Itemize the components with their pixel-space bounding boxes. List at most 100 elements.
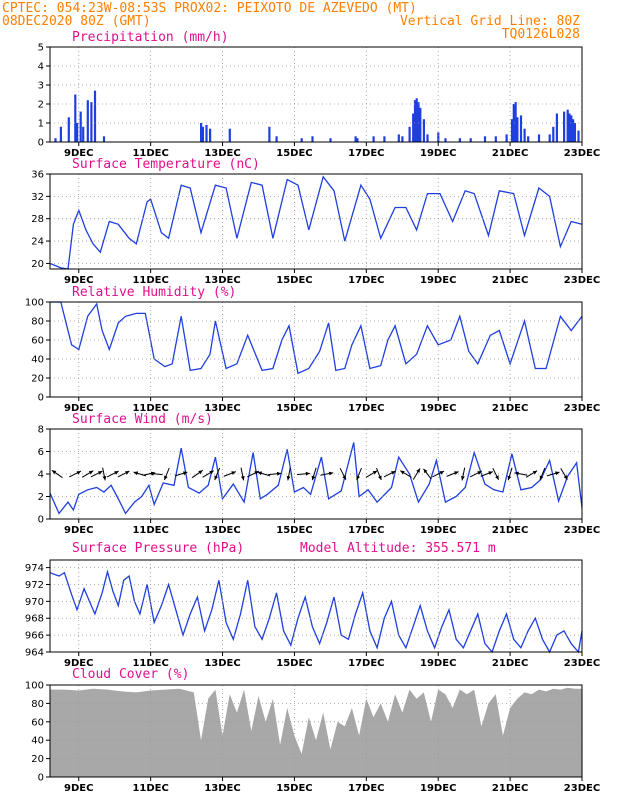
temp-series-line [49, 175, 583, 270]
precip-bar [573, 123, 576, 142]
header-location: CPTEC: 054:23W-08:53S PROX02: PEIXOTO DE… [2, 1, 417, 16]
y-tick-label: 20 [31, 374, 44, 385]
wind-title: Surface Wind (m/s) [72, 412, 213, 427]
wind-arrow [69, 470, 82, 478]
y-tick-label: 24 [31, 237, 44, 248]
x-tick-label: 9DEC [64, 783, 93, 794]
humidity-title: Relative Humidity (%) [72, 285, 236, 300]
precip-bar [356, 138, 359, 142]
wind-arrow [286, 467, 291, 481]
y-tick-label: 1 [38, 119, 44, 130]
y-tick-label: 0 [38, 515, 44, 526]
wind-arrow [174, 471, 188, 477]
wind-arrow [432, 470, 445, 478]
precip-bar [401, 136, 404, 142]
precip-bar [552, 126, 555, 142]
y-tick-label: 32 [31, 192, 44, 203]
wind-arrow [81, 470, 94, 478]
y-tick-label: 40 [31, 355, 44, 366]
precip-title: Precipitation (mm/h) [72, 30, 229, 45]
wind-arrow [202, 470, 214, 478]
y-tick-label: 60 [31, 336, 44, 347]
precip-bar [383, 136, 386, 142]
temp-panel: 20 24 28 32 36 9DEC 11DEC 13DEC 15DEC 17DEC 19DEC 2… [31, 170, 600, 287]
x-tick-label: 23DEC [564, 658, 600, 669]
precip-bar [90, 102, 93, 142]
precip-bar [412, 113, 415, 142]
model-altitude-annotation: Model Altitude: 355.571 m [300, 541, 496, 556]
precip-bar [59, 126, 62, 142]
wind-arrow [90, 470, 103, 478]
x-tick-label: 11DEC [132, 403, 168, 414]
wind-arrow [102, 467, 107, 481]
precip-bar [275, 136, 278, 142]
temp-frame [49, 173, 583, 270]
wind-arrow [149, 471, 163, 476]
precip-bar [483, 136, 487, 142]
y-tick-label: 4 [38, 470, 44, 481]
y-tick-label: 100 [25, 298, 44, 309]
x-tick-label: 15DEC [276, 658, 312, 669]
wind-arrow [412, 468, 421, 480]
x-tick-label: 23DEC [564, 275, 600, 286]
wind-arrow [117, 470, 130, 478]
pressure-frame [49, 559, 583, 653]
precip-bar [79, 111, 82, 142]
precip-bar [311, 136, 314, 142]
precip-bar [572, 119, 575, 142]
y-tick-label: 60 [31, 717, 44, 728]
wind-arrow [268, 471, 282, 476]
precip-bar [86, 100, 89, 142]
y-tick-label: 80 [31, 317, 44, 328]
wind-panel: 0 2 4 6 8 9DEC 11DEC 13DEC 15DEC 17DEC 19DEC 21DEC 2… [38, 425, 601, 537]
x-tick-label: 19DEC [420, 658, 456, 669]
x-tick-label: 9DEC [64, 658, 93, 669]
wind-arrow [423, 468, 432, 480]
precip-bar [555, 113, 558, 142]
y-tick-label: 4 [38, 62, 44, 73]
x-tick-label: 9DEC [64, 275, 93, 286]
humidity-frame [49, 301, 583, 398]
y-tick-label: 6 [38, 447, 44, 458]
precip-bar [329, 138, 332, 142]
wind-arrow [51, 469, 63, 479]
x-tick-label: 11DEC [132, 783, 168, 794]
temp-title: Surface Temperature (nC) [72, 157, 260, 172]
wind-arrow [492, 467, 500, 481]
cloud-panel: 0 20 40 60 80 100 9DEC 11DEC 13DEC 15DEC 17DEC 19DE… [25, 681, 600, 795]
precip-bar [469, 138, 472, 142]
x-tick-label: 17DEC [348, 403, 384, 414]
y-tick-label: 2 [38, 100, 44, 111]
x-tick-label: 17DEC [348, 275, 384, 286]
wind-arrow [539, 467, 546, 481]
humidity-series-line [50, 301, 583, 375]
precip-bar [76, 123, 79, 142]
wind-arrow [356, 467, 362, 481]
x-tick-label: 23DEC [564, 525, 600, 536]
wind-arrow [383, 470, 396, 478]
x-tick-label: 19DEC [420, 275, 456, 286]
y-tick-label: 20 [31, 754, 44, 765]
y-tick-label: 964 [25, 648, 44, 659]
precip-bar [419, 107, 422, 142]
pressure-title: Surface Pressure (hPa) [72, 541, 244, 556]
precip-bar [102, 136, 106, 142]
precip-bar [413, 100, 417, 142]
wind-arrow [223, 471, 236, 477]
precip-bar [93, 90, 97, 142]
x-tick-label: 23DEC [564, 783, 600, 794]
x-tick-label: 19DEC [420, 148, 456, 159]
wind-arrow [339, 467, 347, 481]
y-tick-label: 36 [31, 170, 44, 181]
x-tick-label: 9DEC [64, 148, 93, 159]
precip-bar [494, 136, 497, 142]
precip-frame [49, 46, 583, 143]
x-tick-label: 13DEC [204, 275, 240, 286]
precip-bar [397, 134, 400, 142]
precip-bar [268, 126, 271, 142]
humidity-panel: 0 20 40 60 80 100 9DEC 11DEC 13DEC 15DEC 17DEC 19DE… [25, 298, 600, 415]
header-model: TQ0126L028 [502, 27, 580, 42]
precip-bar [354, 136, 357, 142]
precip-bar [82, 126, 85, 142]
x-tick-label: 17DEC [348, 658, 384, 669]
